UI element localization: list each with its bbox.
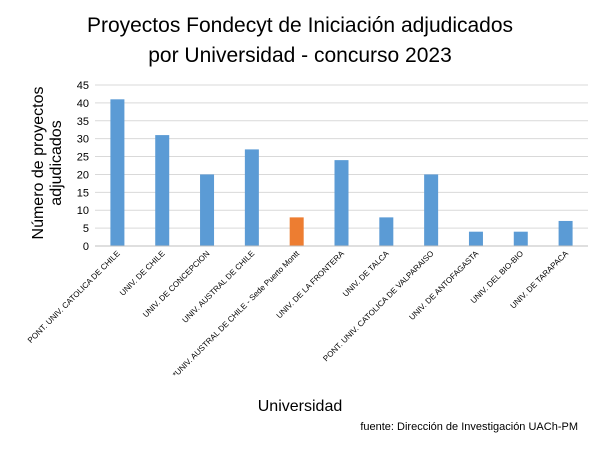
x-tick-label: UNIV. AUSTRAL DE CHILE	[181, 249, 257, 325]
chart-title-line-2: por Universidad - concurso 2023	[148, 44, 452, 67]
source-note: fuente: Dirección de Investigación UACh-…	[360, 421, 578, 433]
bar	[200, 174, 215, 246]
bar	[558, 220, 573, 246]
x-tick-label: UNIV. DE CHILE	[118, 249, 167, 298]
bar	[468, 231, 483, 246]
y-tick-label: 10	[77, 205, 89, 217]
x-axis-label: Universidad	[258, 398, 342, 415]
bar	[424, 174, 439, 246]
y-axis-label-line-2: adjudicados	[48, 120, 65, 205]
x-tick-label: UNIV. DE TALCA	[341, 249, 391, 299]
bar	[155, 135, 170, 246]
y-tick-label: 40	[77, 98, 89, 110]
y-tick-label: 20	[77, 169, 89, 181]
bar	[513, 231, 528, 246]
y-tick-labels: 0 5 10 15 20 25 30 35 40 45	[77, 80, 89, 253]
x-tick-label: PONT. UNIV. CATOLICA DE CHILE	[26, 249, 122, 345]
bars	[110, 99, 573, 246]
y-tick-label: 45	[77, 80, 89, 92]
chart-title-line-1: Proyectos Fondecyt de Iniciación adjudic…	[87, 14, 513, 37]
y-tick-label: 35	[77, 116, 89, 128]
bar	[110, 99, 125, 246]
y-axis-label-line-1: Número de proyectos	[30, 87, 47, 240]
bar	[244, 149, 259, 246]
y-tick-label: 30	[77, 134, 89, 146]
gridlines	[95, 84, 588, 229]
bar	[379, 217, 394, 246]
bar	[289, 217, 304, 246]
bar	[334, 160, 349, 246]
y-tick-label: 0	[83, 241, 89, 253]
y-tick-label: 25	[77, 152, 89, 164]
y-tick-label: 15	[77, 187, 89, 199]
y-tick-label: 5	[83, 223, 89, 235]
y-axis-label: Número de proyectos adjudicados	[30, 87, 65, 240]
